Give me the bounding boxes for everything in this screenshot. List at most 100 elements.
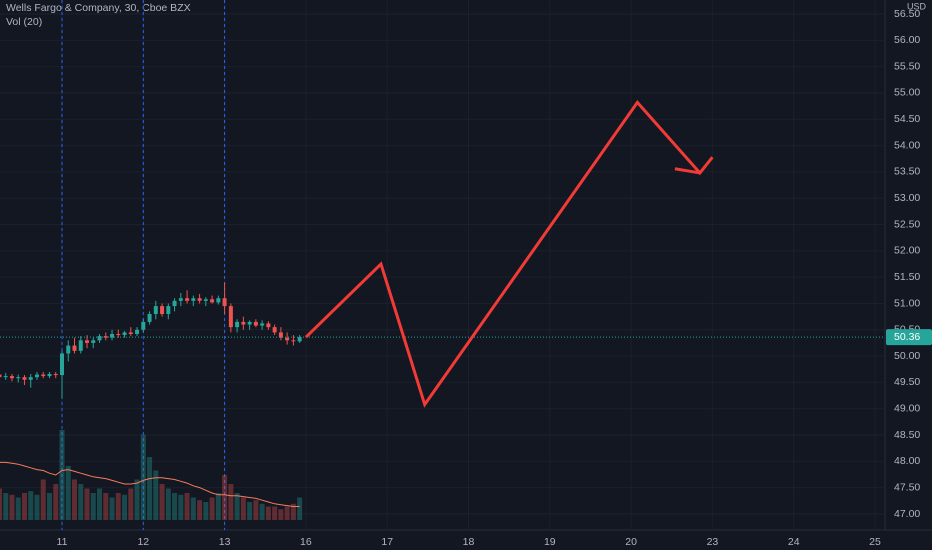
volume-bar [15, 497, 21, 520]
volume-bar [284, 506, 290, 520]
y-tick-label: 53.00 [894, 192, 920, 204]
candle-body [66, 345, 71, 354]
candle-body [128, 332, 133, 334]
volume-bar [140, 434, 146, 520]
x-tick-label: 19 [544, 536, 556, 548]
candle-body [135, 329, 140, 334]
x-tick-label: 23 [707, 536, 719, 548]
candle-body [253, 321, 258, 326]
x-tick-label: 25 [869, 536, 881, 548]
volume-bar [253, 500, 259, 520]
y-tick-label: 54.00 [894, 139, 920, 151]
candle-body [34, 374, 39, 378]
candle-body [85, 340, 90, 343]
y-tick-label: 53.50 [894, 166, 920, 178]
candle-body [122, 332, 127, 336]
candle-body [53, 374, 58, 376]
volume-bar [34, 494, 40, 520]
volume-bar [159, 484, 165, 520]
candle-body [210, 299, 215, 303]
candle-body [153, 306, 158, 314]
candle-body [147, 314, 152, 322]
volume-bar [0, 488, 2, 520]
candle-body [97, 336, 102, 341]
candle-body [16, 377, 21, 379]
candle-body [72, 345, 77, 351]
candle-body [141, 321, 146, 330]
candle-body [110, 334, 115, 338]
candle-body [266, 323, 271, 328]
y-tick-label: 47.50 [894, 481, 920, 493]
y-tick-label: 55.00 [894, 87, 920, 99]
candle-body [297, 337, 302, 342]
candle-body [3, 376, 8, 378]
candle-body [185, 298, 190, 301]
volume-bar [209, 497, 215, 520]
x-tick-label: 12 [137, 536, 149, 548]
candle-body [47, 374, 52, 377]
volume-bar [128, 488, 134, 520]
x-tick-label: 17 [381, 536, 393, 548]
candle-body [197, 298, 202, 301]
last-price-box [886, 329, 932, 346]
candle-body [178, 298, 183, 301]
candle-body [285, 337, 290, 341]
volume-bar [134, 479, 140, 520]
volume-bar [53, 484, 59, 520]
candle-body [166, 306, 171, 314]
y-tick-label: 48.50 [894, 429, 920, 441]
candle-body [0, 374, 2, 378]
volume-bar [272, 506, 278, 520]
volume-bar [40, 479, 46, 520]
volume-bar [153, 470, 159, 520]
volume-bar [97, 488, 103, 520]
last-price-label: 50.36 [894, 331, 920, 343]
candle-body [91, 340, 96, 343]
candle-body [247, 321, 252, 325]
volume-bar [147, 457, 153, 520]
candle-body [278, 332, 283, 338]
y-tick-label: 49.00 [894, 403, 920, 415]
x-tick-label: 16 [300, 536, 312, 548]
volume-bar [172, 493, 178, 520]
x-tick-label: 11 [57, 536, 68, 548]
candle-body [41, 374, 46, 377]
volume-bar [184, 493, 190, 520]
candle-body [235, 321, 240, 328]
volume-bar [65, 466, 71, 520]
candle-body [28, 377, 33, 380]
candle-body [241, 321, 246, 325]
y-tick-label: 56.50 [894, 8, 920, 20]
y-tick-label: 52.00 [894, 245, 920, 257]
y-tick-label: 56.00 [894, 34, 920, 46]
volume-bar [215, 493, 221, 520]
volume-bar [165, 488, 171, 520]
volume-bar [122, 494, 128, 520]
y-tick-label: 48.00 [894, 455, 920, 467]
volume-bar [109, 497, 115, 520]
candle-body [9, 376, 14, 379]
y-tick-label: 55.50 [894, 60, 920, 72]
volume-bar [115, 493, 121, 520]
volume-bar [222, 475, 228, 520]
y-tick-label: 52.50 [894, 218, 920, 230]
candle-body [60, 353, 64, 376]
trend-drawing [304, 100, 714, 408]
candle-body [228, 306, 233, 328]
volume-bar [28, 491, 34, 520]
volume-bar [21, 493, 27, 520]
volume-bar [228, 484, 234, 520]
candle-body [272, 327, 277, 333]
y-tick-label: 47.00 [894, 508, 920, 520]
candle-body [203, 299, 208, 301]
candle-body [78, 340, 83, 351]
candle-body [116, 334, 121, 336]
candle-body [22, 377, 27, 380]
volume-bar [234, 493, 240, 520]
volume-bar [259, 503, 265, 520]
volume-bar [78, 484, 84, 520]
volume-bar [84, 488, 90, 520]
x-tick-label: 18 [463, 536, 475, 548]
